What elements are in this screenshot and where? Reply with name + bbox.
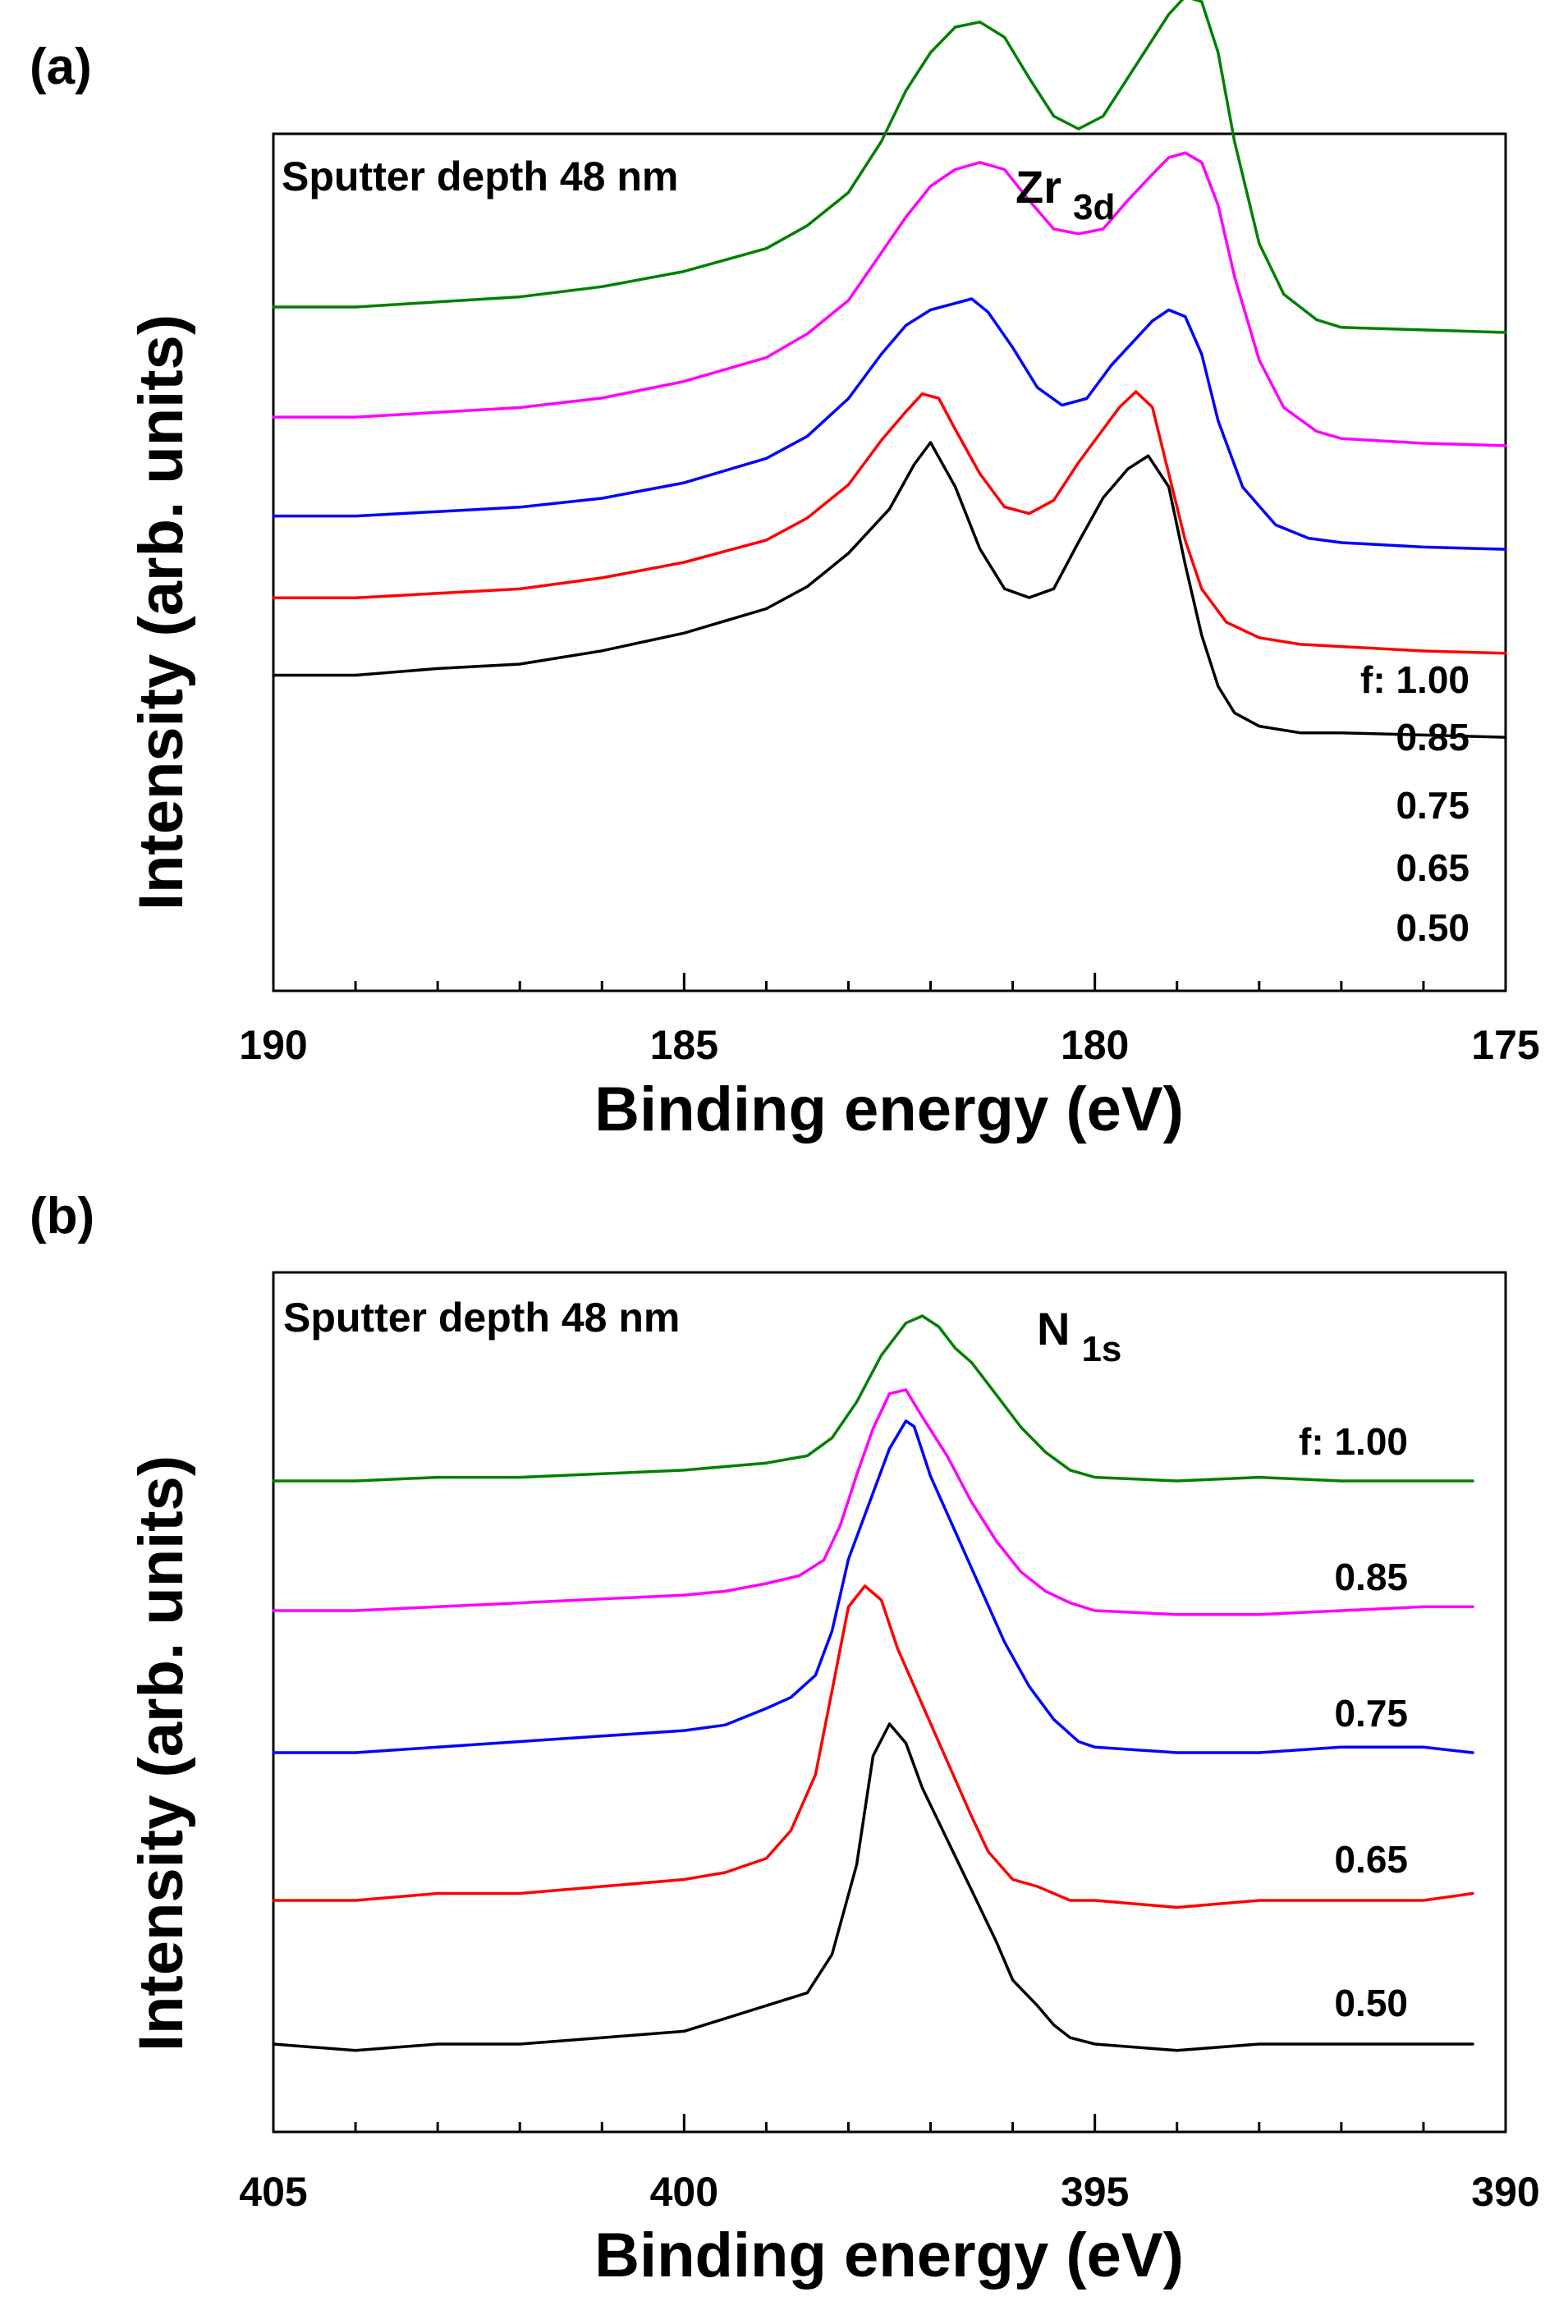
panel-b-series-0.50 xyxy=(272,1722,1474,2052)
panel-a: (a) 190 185 180 175 Sputter depth 48 nm Zr 3… xyxy=(30,0,1540,1144)
panel-b-peak-label: N 1s xyxy=(1037,1303,1121,1369)
panel-b-x-tick-label: 395 xyxy=(1061,2169,1129,2215)
panel-a-x-tick-label: 180 xyxy=(1061,1022,1129,1068)
panel-a-series-0.65 xyxy=(272,390,1507,655)
panel-b-x-tick-label: 400 xyxy=(650,2169,718,2215)
panel-b-x-tick-label: 405 xyxy=(239,2169,307,2215)
panel-a-series-label-0.50: 0.50 xyxy=(1396,906,1469,949)
panel-a-series-label-1.00: f: 1.00 xyxy=(1360,658,1469,701)
panel-b-series-label-0.65: 0.65 xyxy=(1334,1838,1408,1881)
panel-a-x-axis-label: Binding energy (eV) xyxy=(594,1075,1184,1144)
panel-b-series-0.85 xyxy=(272,1388,1474,1616)
panel-b-annotation: Sputter depth 48 nm xyxy=(283,1295,680,1341)
panel-a-series-1.00 xyxy=(272,0,1507,334)
panel-a-peak-main: Zr xyxy=(1016,161,1061,213)
panel-a-series-0.85 xyxy=(272,151,1507,447)
panel-b-x-ticks: 405 400 395 390 xyxy=(239,2114,1540,2215)
panel-b-series-label-0.85: 0.85 xyxy=(1334,1556,1408,1598)
panel-a-series-label-0.65: 0.65 xyxy=(1396,846,1469,889)
panel-a-series-label-0.75: 0.75 xyxy=(1396,784,1469,827)
panel-b-letter: (b) xyxy=(30,1188,94,1245)
panel-b-series-label-0.50: 0.50 xyxy=(1334,1982,1408,2024)
panel-b-peak-main: N xyxy=(1037,1303,1070,1355)
panel-b-series-1.00 xyxy=(272,1314,1474,1483)
panel-a-x-tick-label: 175 xyxy=(1471,1022,1539,1068)
panel-a-series-0.50 xyxy=(272,441,1507,739)
panel-a-series-label-0.85: 0.85 xyxy=(1396,716,1469,759)
panel-a-peak-sub: 3d xyxy=(1073,187,1115,227)
panel-b-frame xyxy=(272,1271,1507,2134)
panel-b-x-tick-label: 390 xyxy=(1471,2169,1539,2215)
panel-b-series-0.75 xyxy=(272,1419,1474,1754)
panel-b-series-0.65 xyxy=(272,1584,1474,1909)
panel-a-x-tick-label: 185 xyxy=(650,1022,718,1068)
panel-b-series-label-1.00: f: 1.00 xyxy=(1299,1420,1408,1463)
panel-b-curves xyxy=(272,1314,1474,2052)
panel-a-annotation: Sputter depth 48 nm xyxy=(282,154,678,199)
panel-b-series-label-0.75: 0.75 xyxy=(1334,1692,1408,1735)
panel-b: (b) 405 400 395 390 Sputter depth 48 nm N 1s… xyxy=(30,1188,1540,2290)
panel-a-curves xyxy=(272,0,1507,739)
panel-a-x-ticks: 190 185 180 175 xyxy=(239,973,1540,1068)
panel-b-x-axis-label: Binding energy (eV) xyxy=(594,2221,1184,2290)
panel-a-y-axis-label: Intensity (arb. units) xyxy=(126,314,196,910)
panel-b-y-axis-label: Intensity (arb. units) xyxy=(126,1455,196,2051)
panel-a-peak-label: Zr 3d xyxy=(1016,161,1115,227)
panel-a-letter: (a) xyxy=(30,39,92,95)
panel-b-peak-sub: 1s xyxy=(1081,1329,1121,1369)
panel-a-frame xyxy=(272,132,1507,992)
panel-a-x-tick-label: 190 xyxy=(239,1022,307,1068)
panel-a-series-0.75 xyxy=(272,297,1507,551)
